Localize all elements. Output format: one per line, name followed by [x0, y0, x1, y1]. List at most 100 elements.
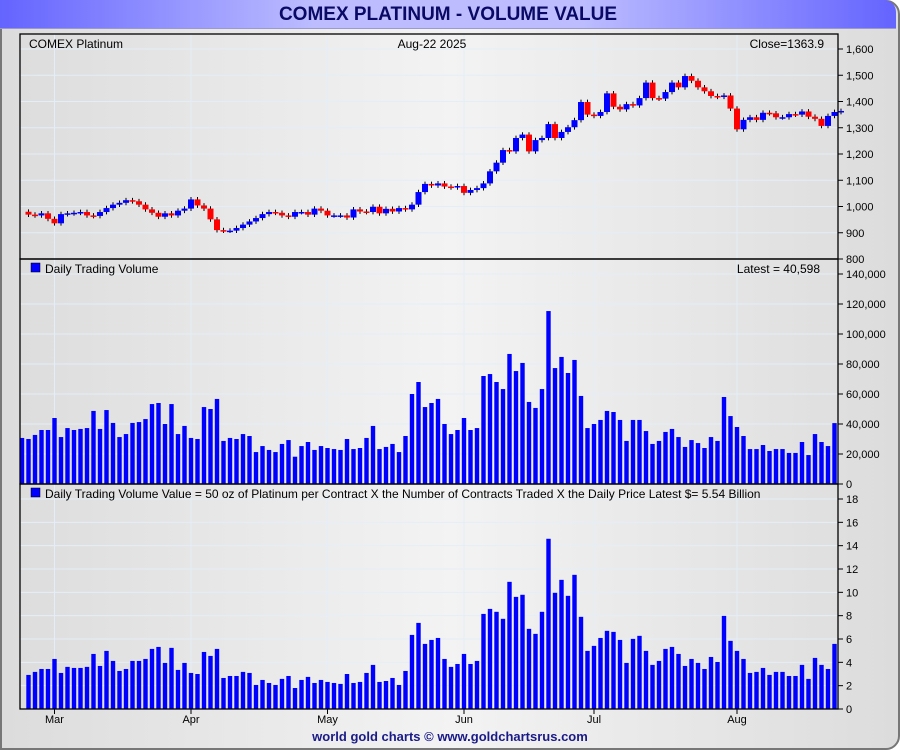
- volume_value-bar: [630, 638, 636, 709]
- volume-bar: [695, 443, 701, 484]
- candle-up: [292, 212, 298, 217]
- volume-bar: [396, 452, 402, 484]
- candle-up: [38, 213, 45, 216]
- volume-bar: [715, 440, 720, 484]
- candle-down: [279, 212, 285, 216]
- volume_value-bar: [26, 674, 31, 709]
- volume_value-bar: [793, 675, 798, 709]
- volume-bar: [279, 443, 285, 484]
- volume-bar: [383, 446, 389, 484]
- volume_value-bar: [474, 660, 480, 709]
- candle-down: [168, 213, 175, 216]
- volume-bar: [494, 382, 499, 484]
- volume_value-bar: [487, 608, 493, 709]
- volume-bar: [786, 452, 792, 484]
- volume-bar: [799, 442, 805, 484]
- candle-up: [311, 208, 318, 215]
- candle-up: [558, 131, 565, 138]
- panel-border: [19, 483, 839, 710]
- volume-bar: [71, 430, 77, 484]
- volume-bar: [689, 440, 694, 484]
- candle-up: [227, 230, 233, 233]
- volume-bar: [747, 449, 753, 484]
- volume-bar: [559, 356, 564, 484]
- volume-bar: [767, 451, 772, 484]
- volume_value-bar: [552, 592, 558, 709]
- candle-down: [766, 112, 773, 115]
- volume-bar: [598, 419, 603, 484]
- x-tick-label-jun: Jun: [455, 714, 473, 726]
- volume_value-bar: [97, 665, 103, 709]
- candle-down: [773, 113, 779, 118]
- footer-credit: world gold charts © www.goldchartsrus.co…: [312, 729, 588, 744]
- candle-up: [604, 93, 610, 112]
- candle-down: [220, 230, 227, 232]
- candle-up: [487, 171, 493, 184]
- volume-y-tick-label: 0: [846, 479, 852, 491]
- volume-bar: [364, 437, 369, 484]
- volume-bar: [565, 373, 571, 484]
- candle-up: [409, 204, 415, 210]
- volume-bar: [32, 434, 38, 484]
- volume-legend: Daily Trading Volume: [45, 262, 159, 276]
- candle-up: [259, 214, 266, 219]
- candle-up: [435, 183, 441, 186]
- volume-bar: [429, 403, 434, 484]
- volume_value-bar: [578, 616, 584, 709]
- volume-bar: [513, 371, 519, 484]
- volume-bar: [305, 442, 311, 484]
- volume_value-bar: [364, 672, 369, 709]
- volume-bar: [819, 442, 824, 484]
- volume_value-bar: [253, 684, 259, 709]
- volume_value-bar: [260, 679, 265, 709]
- candle-down: [552, 124, 558, 138]
- volume_value-bar: [234, 675, 239, 709]
- candle-up: [831, 112, 838, 116]
- price-y-tick-label: 1,000: [846, 202, 874, 214]
- candle-up: [838, 110, 844, 113]
- volume-bar: [175, 434, 181, 484]
- volume-bar: [253, 452, 259, 484]
- candle-down: [214, 219, 220, 231]
- candle-up: [500, 150, 506, 163]
- volume_value-bar: [175, 669, 181, 709]
- volume_value-bar: [279, 678, 285, 709]
- candle-up: [786, 114, 792, 118]
- candle-down: [357, 209, 363, 212]
- price-y-tick-label: 1,300: [846, 123, 874, 135]
- candle-up: [669, 82, 675, 93]
- volume-y-tick-label: 40,000: [846, 419, 880, 431]
- volume_value-bar: [422, 643, 428, 709]
- volume-bar: [442, 424, 447, 484]
- volume-bar: [117, 437, 122, 484]
- volume_value-bar: [546, 538, 551, 709]
- volume-bar: [149, 404, 155, 484]
- volume_value-bar: [468, 663, 473, 709]
- volume_value-bar: [604, 630, 610, 709]
- candle-down: [90, 215, 97, 217]
- volume-latest: Latest = 40,598: [737, 262, 820, 276]
- volume_value-bar: [214, 648, 220, 709]
- volume-bar: [266, 449, 272, 484]
- candle-down: [818, 118, 825, 126]
- candle-up: [181, 208, 188, 211]
- volume_value-bar: [695, 662, 701, 709]
- candle-down: [25, 211, 32, 215]
- volume_value-bar: [455, 663, 460, 709]
- volume-bar: [539, 389, 545, 484]
- volume_value-bar: [676, 653, 681, 709]
- candle-up: [350, 209, 357, 218]
- volume_value-bar: [201, 651, 207, 709]
- volume_value-y-tick-label: 14: [846, 541, 858, 553]
- volume-bar: [481, 376, 486, 484]
- candle-up: [539, 137, 545, 141]
- volume_value-bar: [598, 637, 603, 709]
- volume_value-bar: [832, 643, 837, 709]
- volume-bar: [448, 434, 454, 484]
- volume_value-bar: [182, 662, 187, 709]
- volume_value-bar: [351, 682, 356, 709]
- volume_value-bar: [526, 628, 532, 709]
- candle-up: [636, 98, 643, 106]
- volume-bar: [52, 418, 57, 484]
